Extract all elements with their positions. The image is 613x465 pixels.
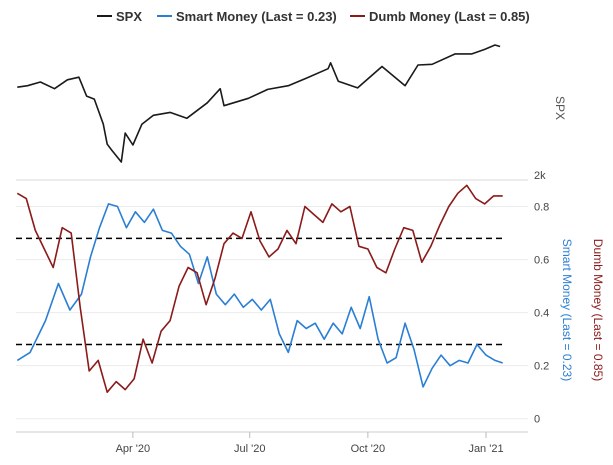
upper-tick-label: 2k bbox=[534, 170, 546, 182]
reference-lines bbox=[16, 237, 504, 346]
legend: SPX Smart Money (Last = 0.23) Dumb Money… bbox=[97, 9, 530, 24]
series-line-spx bbox=[17, 44, 501, 163]
x-tick-jan-21: Jan '21 bbox=[468, 443, 503, 455]
y-tick-0: 0 bbox=[534, 414, 540, 426]
legend-label-smart-money[interactable]: Smart Money (Last = 0.23) bbox=[176, 9, 337, 24]
y-tick-0-8: 0.8 bbox=[534, 202, 549, 214]
upper-axis-label: SPX bbox=[553, 96, 567, 120]
y-tick-0-4: 0.4 bbox=[534, 308, 549, 320]
series-layer bbox=[16, 44, 503, 393]
smart-money-axis-label: Smart Money (Last = 0.23) bbox=[560, 239, 574, 381]
legend-label-spx[interactable]: SPX bbox=[116, 9, 142, 24]
x-tick-apr-20: Apr '20 bbox=[116, 443, 151, 455]
x-tick-oct-20: Oct '20 bbox=[351, 443, 386, 455]
gridlines bbox=[16, 206, 528, 420]
dumb-money-axis-label: Dumb Money (Last = 0.85) bbox=[591, 239, 605, 381]
y-tick-labels: 0 0.2 0.4 0.6 0.8 bbox=[534, 202, 549, 426]
x-tick-jul-20: Jul '20 bbox=[234, 443, 265, 455]
series-line-smart-money bbox=[16, 203, 503, 388]
series-line-dumb-money bbox=[16, 184, 503, 393]
y-tick-0-6: 0.6 bbox=[534, 255, 549, 267]
x-tick-labels: Apr '20 Jul '20 Oct '20 Jan '21 bbox=[116, 432, 504, 455]
y-tick-0-2: 0.2 bbox=[534, 361, 549, 373]
legend-label-dumb-money[interactable]: Dumb Money (Last = 0.85) bbox=[369, 9, 530, 24]
